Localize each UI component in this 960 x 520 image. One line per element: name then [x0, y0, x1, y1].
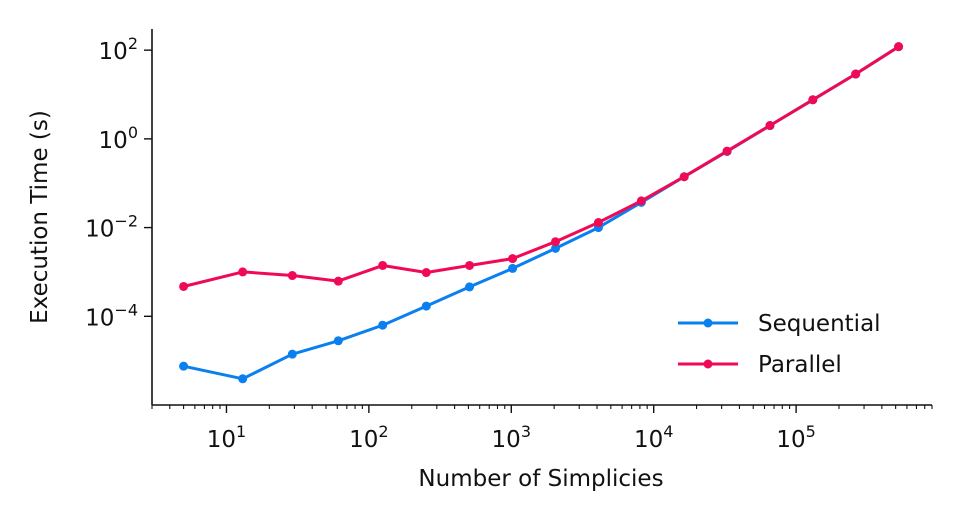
x-tick-label: 105 [776, 422, 815, 453]
data-point [722, 146, 732, 156]
data-point [593, 218, 603, 228]
data-point [551, 237, 561, 247]
y-tick-label-base: 10 [85, 217, 114, 243]
y-tick-label-exponent: 2 [128, 34, 138, 53]
data-point [551, 243, 561, 253]
x-tick-label-base: 10 [634, 427, 663, 453]
y-tick-label-base: 10 [99, 39, 128, 65]
data-point [508, 263, 518, 273]
data-point [808, 95, 818, 105]
data-point [465, 260, 475, 270]
x-tick-label-base: 10 [349, 427, 378, 453]
data-point [465, 282, 475, 292]
x-tick-label-exponent: 2 [378, 422, 388, 441]
data-point [333, 276, 343, 286]
y-axis-title: Execution Time (s) [27, 110, 53, 324]
legend-label: Parallel [758, 352, 842, 378]
legend-label: Sequential [758, 311, 881, 337]
x-tick-label-base: 10 [776, 427, 805, 453]
legend-item: Parallel [678, 352, 842, 378]
data-point [851, 69, 861, 79]
x-tick-label-exponent: 3 [521, 422, 531, 441]
data-point [238, 267, 248, 277]
data-point [421, 268, 431, 278]
x-tick-label-exponent: 5 [806, 422, 816, 441]
y-tick-label: 10−2 [85, 212, 138, 243]
x-tick-label-exponent: 1 [236, 422, 246, 441]
x-axis-ticks: 101 102 103 104 105 [151, 405, 933, 453]
data-point [179, 361, 189, 371]
y-tick-label-exponent: −2 [114, 212, 138, 231]
x-tick-label: 102 [349, 422, 388, 453]
x-tick-label: 104 [634, 422, 673, 453]
x-tick-label-base: 10 [492, 427, 521, 453]
data-point [508, 254, 518, 264]
data-point [378, 260, 388, 270]
data-point [679, 172, 689, 182]
legend-marker [703, 318, 713, 328]
y-tick-label: 102 [99, 34, 138, 65]
x-tick-label: 101 [207, 422, 246, 453]
legend-item: Sequential [678, 311, 881, 337]
data-point [287, 271, 297, 281]
y-tick-label: 10−4 [85, 300, 138, 331]
data-point [333, 336, 343, 346]
data-point [287, 349, 297, 359]
series-parallel [179, 42, 904, 291]
legend: Sequential Parallel [678, 311, 881, 378]
data-point [765, 121, 775, 131]
series-layer [179, 42, 904, 384]
data-point [421, 301, 431, 311]
data-point [378, 320, 388, 330]
x-tick-label: 103 [492, 422, 531, 453]
legend-marker [703, 359, 713, 369]
x-axis-title: Number of Simplicies [418, 466, 663, 492]
series-line [183, 45, 900, 288]
data-point [238, 374, 248, 384]
y-tick-label-exponent: −4 [114, 300, 138, 319]
data-point [636, 196, 646, 206]
y-tick-label-base: 10 [85, 305, 114, 331]
y-tick-label: 100 [99, 123, 138, 154]
x-tick-label-exponent: 4 [663, 422, 673, 441]
data-point [894, 42, 904, 52]
data-point [179, 281, 189, 291]
y-tick-label-exponent: 0 [128, 123, 138, 142]
x-tick-label-base: 10 [207, 427, 236, 453]
y-tick-label-base: 10 [99, 128, 128, 154]
